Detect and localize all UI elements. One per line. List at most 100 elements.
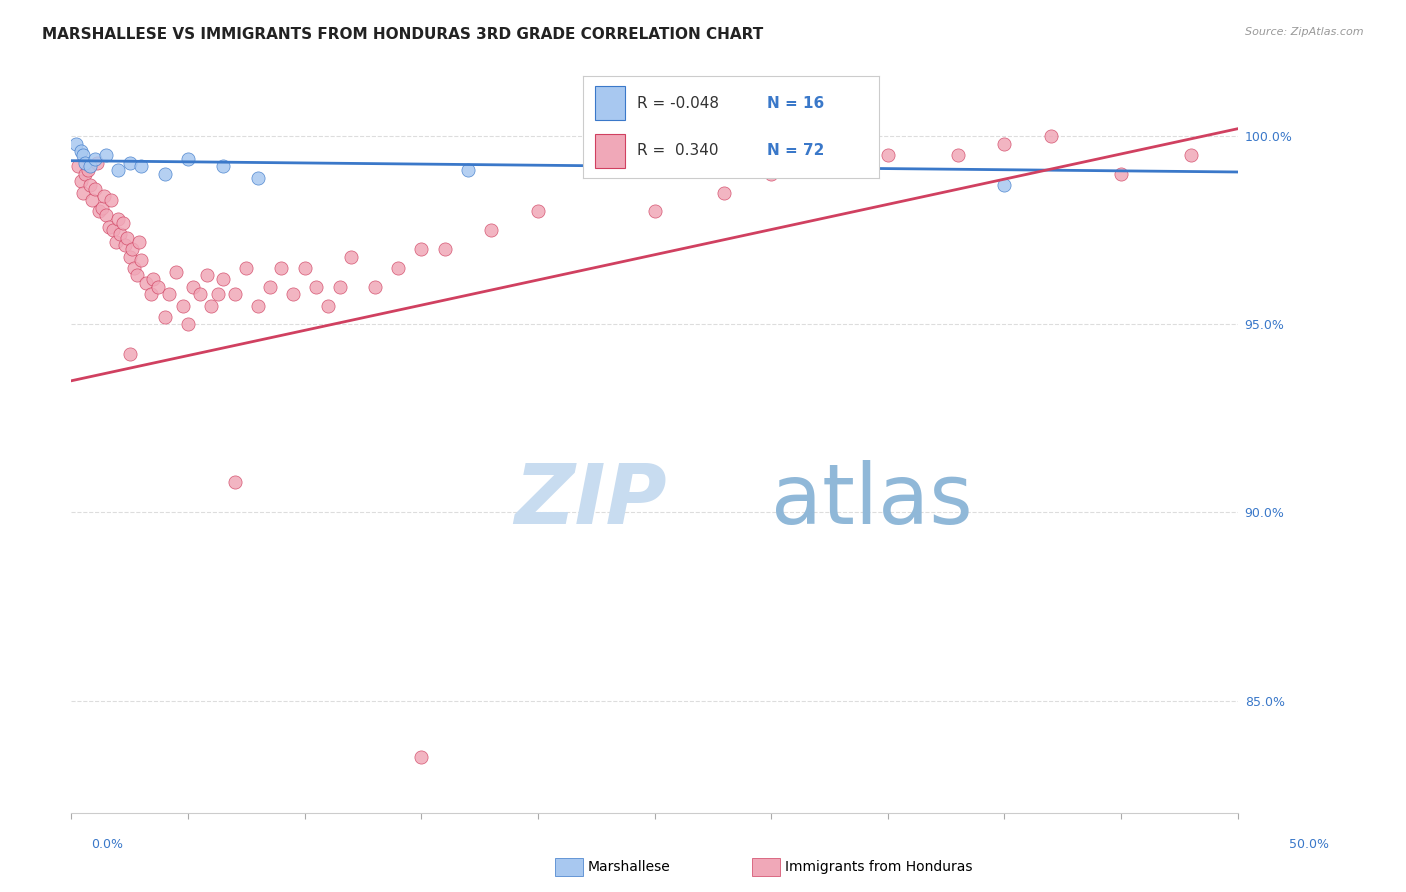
Point [1109,167,1132,181]
Point [118,250,141,264]
Point [122,260,145,275]
Point [118,347,141,361]
Point [129,159,152,173]
Point [207,287,229,301]
Point [129,253,152,268]
Text: MARSHALLESE VS IMMIGRANTS FROM HONDURAS 3RD GRADE CORRELATION CHART: MARSHALLESE VS IMMIGRANTS FROM HONDURAS … [42,27,763,42]
Point [128,235,150,249]
Point [993,136,1015,151]
Point [212,159,235,173]
Point [72,148,94,162]
Point [110,227,132,241]
Point [363,279,385,293]
Point [246,299,269,313]
FancyBboxPatch shape [595,135,624,168]
Point [75,167,97,181]
Point [83,152,105,166]
Point [165,265,187,279]
Point [79,159,101,173]
Point [69,145,91,159]
Point [96,208,118,222]
Point [188,287,211,301]
Point [125,268,148,283]
Point [93,189,115,203]
Point [259,279,281,293]
Text: atlas: atlas [770,460,973,541]
Point [294,260,316,275]
Point [96,148,118,162]
Point [340,250,363,264]
Point [103,223,125,237]
Point [142,272,165,286]
Point [235,260,257,275]
Point [79,178,101,193]
Point [644,204,666,219]
Point [75,155,97,169]
Point [527,204,550,219]
Point [177,318,200,332]
Point [69,174,91,188]
Point [246,170,269,185]
FancyBboxPatch shape [595,87,624,120]
Point [433,242,456,256]
Point [181,279,204,293]
Point [97,219,120,234]
Point [89,204,111,219]
Point [713,186,735,200]
Point [1180,148,1202,162]
Point [172,299,194,313]
Point [457,163,479,178]
Point [224,475,246,490]
Point [107,212,129,227]
Point [90,201,112,215]
Point [200,299,222,313]
Point [993,178,1015,193]
Point [146,279,169,293]
Point [114,238,136,252]
Point [328,279,350,293]
Text: 50.0%: 50.0% [1289,838,1329,851]
Text: N = 16: N = 16 [766,96,824,111]
Point [212,272,235,286]
Point [946,148,969,162]
Point [100,193,122,207]
Point [281,287,304,301]
Point [479,223,502,237]
Point [107,163,129,178]
Text: Immigrants from Honduras: Immigrants from Honduras [785,860,972,874]
Point [153,167,176,181]
Point [305,279,328,293]
Point [135,276,157,290]
Point [72,186,94,200]
Point [1040,129,1063,144]
Point [115,231,138,245]
Point [316,299,339,313]
Point [83,182,105,196]
Point [86,155,108,169]
Text: 0.0%: 0.0% [91,838,124,851]
Point [76,163,98,178]
Text: ZIP: ZIP [515,460,666,541]
Point [153,310,176,324]
Point [387,260,409,275]
Point [82,193,104,207]
Point [65,136,87,151]
Text: R = -0.048: R = -0.048 [637,96,718,111]
Point [411,242,433,256]
Text: Marshallese: Marshallese [588,860,671,874]
Point [139,287,162,301]
Point [411,750,433,764]
Point [195,268,218,283]
Point [67,159,90,173]
Point [876,148,898,162]
Point [104,235,127,249]
Text: R =  0.340: R = 0.340 [637,144,718,158]
Point [224,287,246,301]
Text: N = 72: N = 72 [766,144,824,158]
Point [177,152,200,166]
Point [270,260,292,275]
Point [157,287,180,301]
Point [111,216,134,230]
Text: Source: ZipAtlas.com: Source: ZipAtlas.com [1246,27,1364,37]
Point [118,155,141,169]
